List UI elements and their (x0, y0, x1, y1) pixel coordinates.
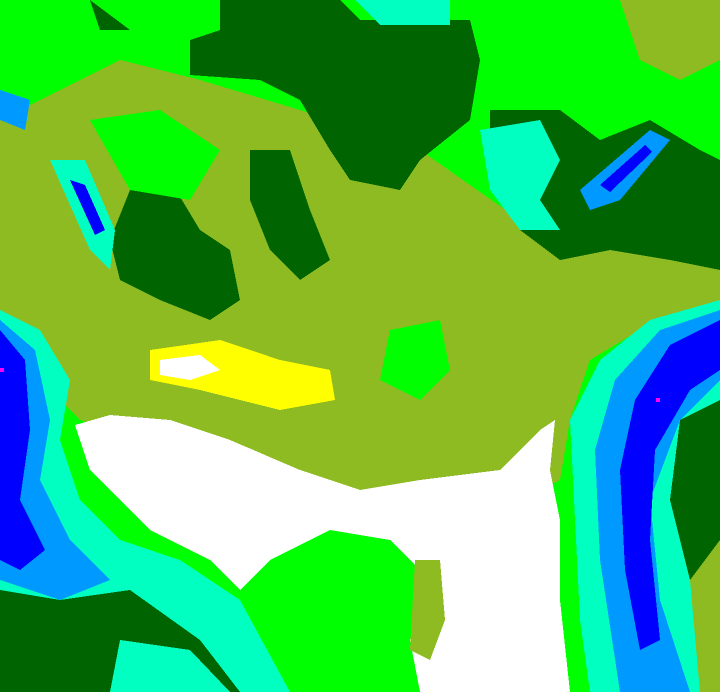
region-blue-streak-top-right-core (600, 145, 652, 192)
region-aqua-bottom-left (110, 640, 230, 692)
region-white (75, 415, 570, 692)
region-green-center (380, 320, 450, 400)
region-olive-right-bottom (690, 540, 720, 692)
region-white-upper (160, 355, 220, 380)
region-aqua-top (355, 0, 450, 25)
region-aqua-top-right (480, 120, 560, 230)
region-light-blue-right (595, 310, 720, 692)
region-blue-left (0, 330, 45, 570)
region-magenta-dot (656, 398, 660, 402)
region-dark-green-right (670, 400, 720, 580)
region-aqua-left (0, 310, 290, 692)
region-blue-top-left (0, 90, 30, 130)
region-blue-right (620, 320, 720, 650)
region-blue-left-streak-core (70, 180, 105, 235)
region-dark-green-left (110, 180, 240, 320)
region-olive-in-white (410, 560, 445, 660)
region-green-left-mid (90, 110, 220, 200)
region-blue-left-streak (50, 160, 115, 270)
region-dark-green-top (90, 0, 480, 190)
region-magenta-dot-left (0, 368, 4, 372)
region-olive-top-right (620, 0, 720, 80)
region-dark-green-mid (250, 150, 330, 280)
